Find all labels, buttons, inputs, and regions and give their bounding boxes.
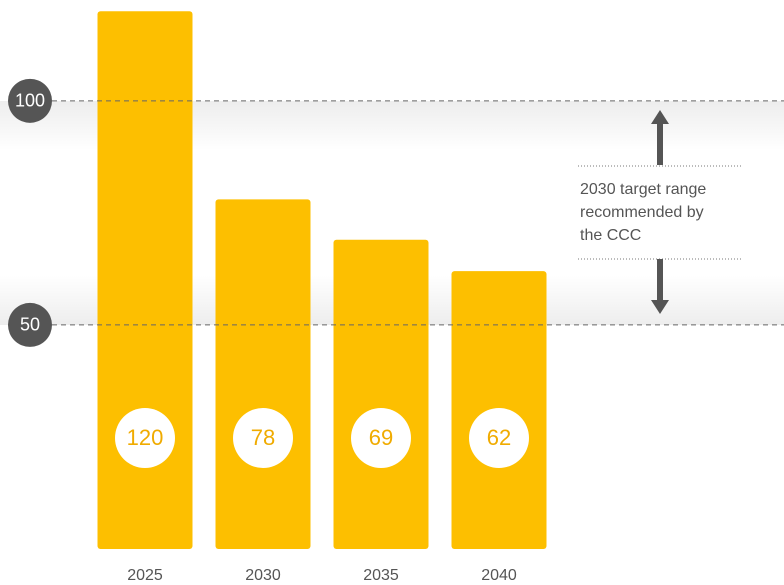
x-tick-label: 2025	[127, 567, 163, 584]
grid: 50 100	[8, 78, 784, 347]
bars: 120 2025 78 2030 69 2035 62 2040	[97, 11, 547, 584]
annotation: 2030 target range recommended by the CCC	[578, 110, 743, 314]
arrow-down-head	[651, 300, 669, 314]
y-tick-badge	[8, 78, 52, 123]
annotation-text: recommended by	[580, 204, 704, 221]
value-label-bg	[469, 408, 529, 468]
bar	[215, 199, 311, 549]
annotation-text: the CCC	[580, 227, 641, 244]
arrow-up-head	[651, 110, 669, 124]
value-label: 120	[127, 425, 164, 450]
y-tick-badge	[8, 302, 52, 347]
annotation-text: 2030 target range	[580, 181, 706, 198]
bar	[97, 11, 193, 549]
value-label: 78	[251, 425, 275, 450]
value-label-bg	[351, 408, 411, 468]
value-label: 62	[487, 425, 511, 450]
value-label: 69	[369, 425, 393, 450]
value-label-bg	[233, 408, 293, 468]
x-tick-label: 2040	[481, 567, 517, 584]
bar	[333, 239, 429, 550]
x-tick-label: 2030	[245, 567, 281, 584]
y-tick-label: 50	[20, 315, 40, 335]
x-tick-label: 2035	[363, 567, 399, 584]
value-label-bg	[115, 408, 175, 468]
y-tick-label: 100	[15, 91, 45, 111]
